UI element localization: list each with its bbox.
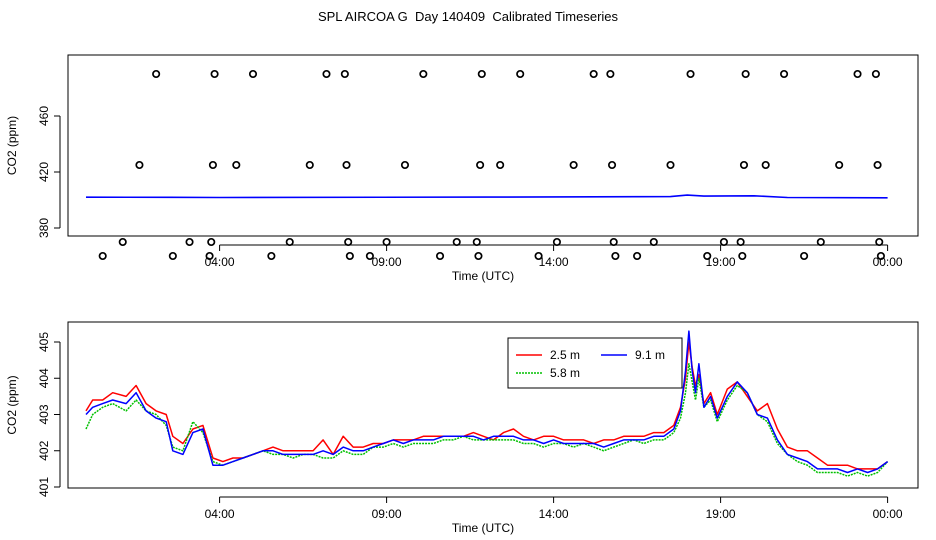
data-point — [208, 160, 217, 170]
data-point — [607, 160, 617, 170]
chart-title: SPL AIRCOA G Day 140409 Calibrated Times… — [317, 9, 619, 24]
scatter-frame — [67, 54, 919, 237]
data-point — [168, 251, 177, 261]
data-point — [322, 69, 331, 79]
chart-legend: 2.5 m 9.1 m 5.8 m — [507, 337, 683, 389]
y-tick-label: 380 — [37, 218, 51, 238]
data-point — [248, 69, 258, 79]
data-point — [606, 69, 615, 79]
x-tick-label: 09:00 — [372, 507, 402, 521]
data-point — [205, 251, 214, 261]
data-point — [474, 251, 483, 261]
data-point — [873, 160, 882, 170]
data-point — [609, 237, 618, 247]
data-point — [835, 160, 844, 170]
data-point — [185, 237, 194, 247]
y-tick-label: 404 — [37, 368, 51, 388]
data-point — [305, 160, 314, 170]
data-point — [649, 237, 658, 247]
data-point — [871, 69, 880, 79]
data-point — [496, 160, 505, 170]
data-point — [736, 237, 745, 247]
data-point — [452, 237, 461, 247]
data-point — [739, 160, 749, 170]
data-point — [285, 237, 294, 247]
y-tick-label: 405 — [37, 332, 51, 352]
data-point — [816, 237, 825, 247]
data-point — [611, 251, 620, 261]
series-line-9-1m — [85, 194, 888, 199]
data-point — [738, 251, 747, 261]
data-point — [382, 237, 391, 247]
data-point — [400, 160, 410, 170]
data-point — [267, 251, 276, 261]
y-tick-label: 403 — [37, 404, 51, 424]
data-point — [232, 160, 241, 170]
series-line-5-8-m — [85, 363, 889, 477]
data-point — [534, 251, 543, 261]
data-point — [207, 237, 216, 247]
data-point — [876, 251, 885, 261]
legend-label: 5.8 m — [550, 366, 580, 380]
data-point — [365, 251, 374, 261]
data-point — [342, 160, 351, 170]
data-point — [853, 69, 862, 79]
y-tick-label: 401 — [37, 477, 51, 497]
line-frame — [67, 321, 919, 489]
x-tick-label: 19:00 — [706, 255, 736, 269]
series-line-9-1-m — [85, 330, 889, 474]
data-point — [719, 237, 728, 247]
data-point — [569, 160, 578, 170]
x-tick-label: 19:00 — [706, 507, 736, 521]
data-point — [589, 69, 598, 79]
y-axis-label: CO2 (ppm) — [5, 116, 19, 175]
data-point — [800, 251, 809, 261]
data-point — [472, 237, 481, 247]
data-point — [118, 237, 127, 247]
data-point — [780, 69, 789, 79]
y-tick-label: 460 — [37, 106, 51, 126]
data-point — [435, 251, 445, 261]
data-point — [98, 251, 107, 261]
data-point — [516, 69, 525, 79]
series-line-2-5-m — [85, 341, 889, 470]
data-point — [344, 237, 353, 247]
data-point — [476, 160, 485, 170]
x-axis-label: Time (UTC) — [452, 269, 514, 283]
data-point — [345, 251, 354, 261]
data-point — [210, 69, 219, 79]
legend-label: 9.1 m — [635, 348, 665, 362]
data-point — [703, 251, 712, 261]
x-tick-label: 04:00 — [205, 507, 235, 521]
x-tick-label: 04:00 — [205, 255, 235, 269]
line-panel: 04:00 09:00 14:00 19:00 00:00 Time (UTC) 401 40… — [5, 321, 919, 535]
data-point — [875, 237, 884, 247]
data-point — [477, 69, 486, 79]
data-point — [741, 69, 750, 79]
data-point — [135, 160, 144, 170]
data-point — [419, 69, 428, 79]
legend-box — [507, 337, 683, 389]
data-point — [633, 251, 642, 261]
x-axis-label: Time (UTC) — [452, 521, 514, 535]
data-point — [666, 160, 675, 170]
data-point — [340, 69, 349, 79]
data-point — [761, 160, 770, 170]
y-tick-label: 402 — [37, 440, 51, 460]
x-tick-label: 00:00 — [873, 507, 903, 521]
data-point — [152, 69, 161, 79]
x-tick-label: 14:00 — [539, 507, 569, 521]
data-point — [552, 237, 561, 247]
x-tick-label: 14:00 — [539, 255, 569, 269]
y-tick-label: 420 — [37, 162, 51, 182]
y-axis-label: CO2 (ppm) — [5, 375, 19, 434]
x-tick-label: 09:00 — [372, 255, 402, 269]
data-point — [686, 69, 695, 79]
legend-label: 2.5 m — [550, 348, 580, 362]
